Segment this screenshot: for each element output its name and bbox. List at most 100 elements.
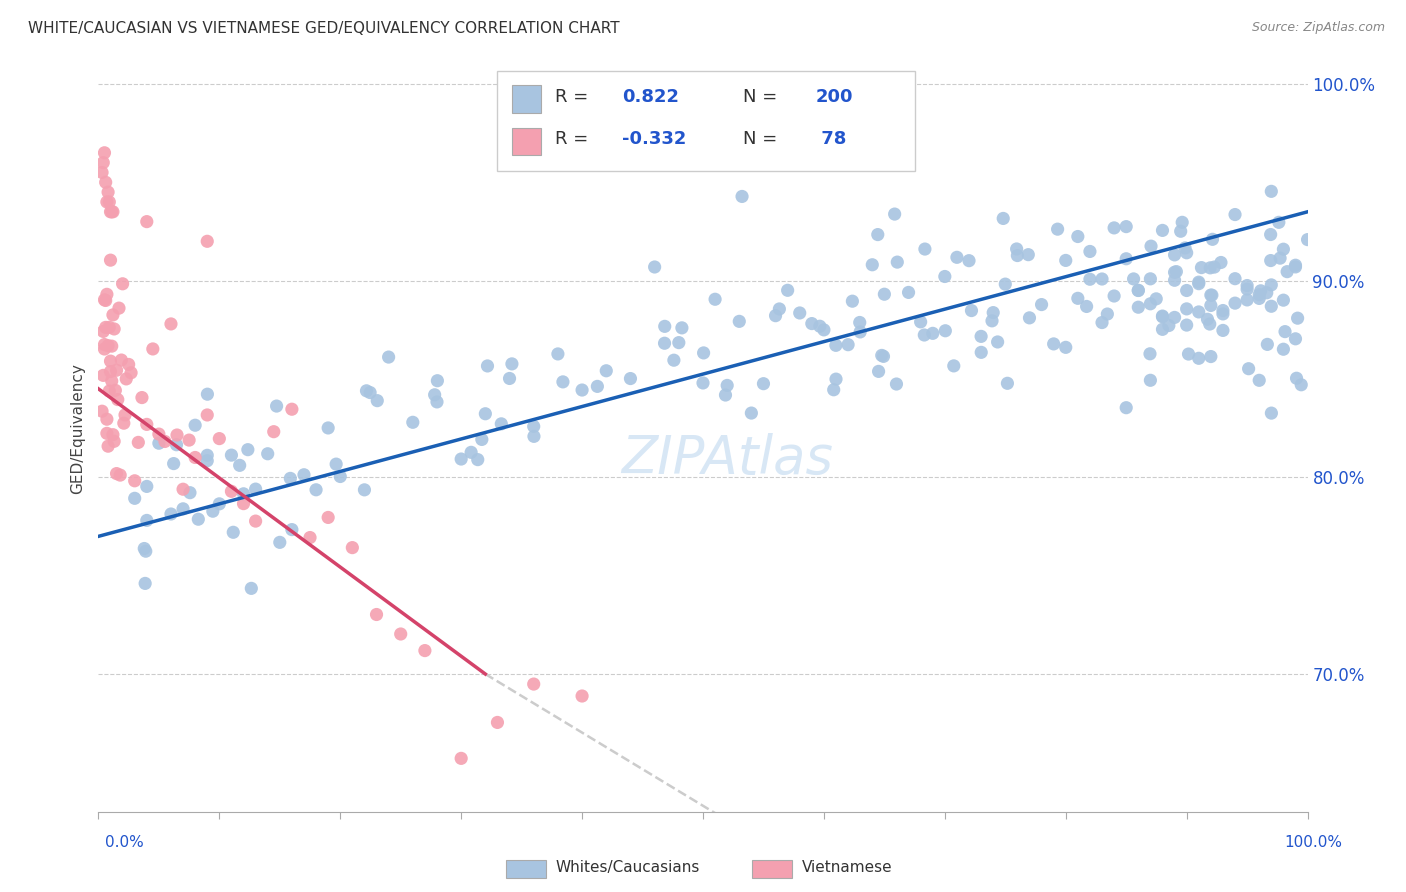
Point <box>474 407 496 421</box>
Point <box>837 337 859 351</box>
Point <box>263 425 285 439</box>
Point <box>467 452 489 467</box>
Point <box>491 417 513 431</box>
Text: -0.332: -0.332 <box>621 130 686 148</box>
Point <box>94 320 117 334</box>
Point <box>486 715 509 730</box>
Point <box>316 510 339 524</box>
Point <box>221 484 243 499</box>
Point <box>389 627 412 641</box>
Point <box>1175 284 1198 298</box>
Point <box>1175 301 1198 316</box>
Point <box>166 438 188 452</box>
Point <box>1285 371 1308 385</box>
Point <box>232 497 254 511</box>
Text: 78: 78 <box>815 130 846 148</box>
Point <box>450 452 472 467</box>
Text: ZIPAtlas: ZIPAtlas <box>621 433 834 485</box>
Point <box>1188 277 1211 291</box>
Point <box>1163 248 1185 262</box>
Point <box>1046 222 1069 236</box>
Point <box>98 384 121 398</box>
Text: Vietnamese: Vietnamese <box>801 860 891 874</box>
Point <box>1128 283 1150 297</box>
Text: 200: 200 <box>815 87 853 106</box>
Point <box>970 345 993 359</box>
Point <box>1236 282 1258 296</box>
Point <box>1097 307 1119 321</box>
Point <box>714 388 737 402</box>
Point <box>547 347 569 361</box>
Point <box>789 306 811 320</box>
Point <box>912 328 935 343</box>
Point <box>934 269 956 284</box>
Text: Source: ZipAtlas.com: Source: ZipAtlas.com <box>1251 21 1385 34</box>
Point <box>934 324 956 338</box>
Point <box>692 346 714 360</box>
Point <box>1067 229 1090 244</box>
Point <box>97 439 120 453</box>
Point <box>498 371 520 385</box>
Point <box>1067 291 1090 305</box>
Point <box>1139 272 1161 286</box>
Point <box>1115 219 1137 234</box>
Point <box>1256 337 1278 351</box>
Point <box>1272 242 1295 256</box>
Point <box>135 417 157 432</box>
Point <box>886 255 908 269</box>
Point <box>179 485 201 500</box>
Point <box>195 408 218 422</box>
Point <box>808 319 831 334</box>
Point <box>1268 215 1291 229</box>
Point <box>1188 275 1211 289</box>
Point <box>1260 277 1282 292</box>
Point <box>868 364 890 378</box>
Point <box>823 383 845 397</box>
Point <box>93 293 115 307</box>
Point <box>98 320 121 334</box>
Point <box>1174 241 1197 255</box>
Point <box>135 479 157 493</box>
Point <box>825 372 848 386</box>
Point <box>704 292 727 306</box>
Point <box>172 501 194 516</box>
Point <box>942 359 965 373</box>
Point <box>112 416 135 430</box>
Point <box>993 211 1015 226</box>
Point <box>184 418 207 433</box>
Point <box>1209 255 1232 269</box>
Point <box>1078 244 1101 259</box>
Point <box>1199 350 1222 364</box>
Point <box>1249 373 1271 387</box>
Point <box>1223 271 1246 285</box>
Text: WHITE/CAUCASIAN VS VIETNAMESE GED/EQUIVALENCY CORRELATION CHART: WHITE/CAUCASIAN VS VIETNAMESE GED/EQUIVA… <box>28 21 620 36</box>
Point <box>148 436 170 450</box>
Point <box>96 426 118 441</box>
Point <box>100 365 122 379</box>
Point <box>1188 351 1211 366</box>
Point <box>93 342 115 356</box>
Point <box>100 253 122 268</box>
Point <box>595 364 617 378</box>
Point <box>1223 208 1246 222</box>
Point <box>305 483 328 497</box>
Point <box>1212 307 1234 321</box>
Point <box>1272 343 1295 357</box>
Point <box>477 359 499 373</box>
Point <box>172 482 194 496</box>
Point <box>423 388 446 402</box>
Point <box>619 371 641 385</box>
Point <box>118 358 141 372</box>
Point <box>946 250 969 264</box>
Point <box>1054 340 1077 354</box>
Point <box>1201 232 1223 246</box>
Point <box>160 317 183 331</box>
Point <box>222 525 245 540</box>
Point <box>471 433 494 447</box>
Point <box>800 317 823 331</box>
Point <box>1076 300 1098 314</box>
Point <box>91 155 114 169</box>
Point <box>1139 297 1161 311</box>
Point <box>402 415 425 429</box>
Point <box>91 325 114 339</box>
